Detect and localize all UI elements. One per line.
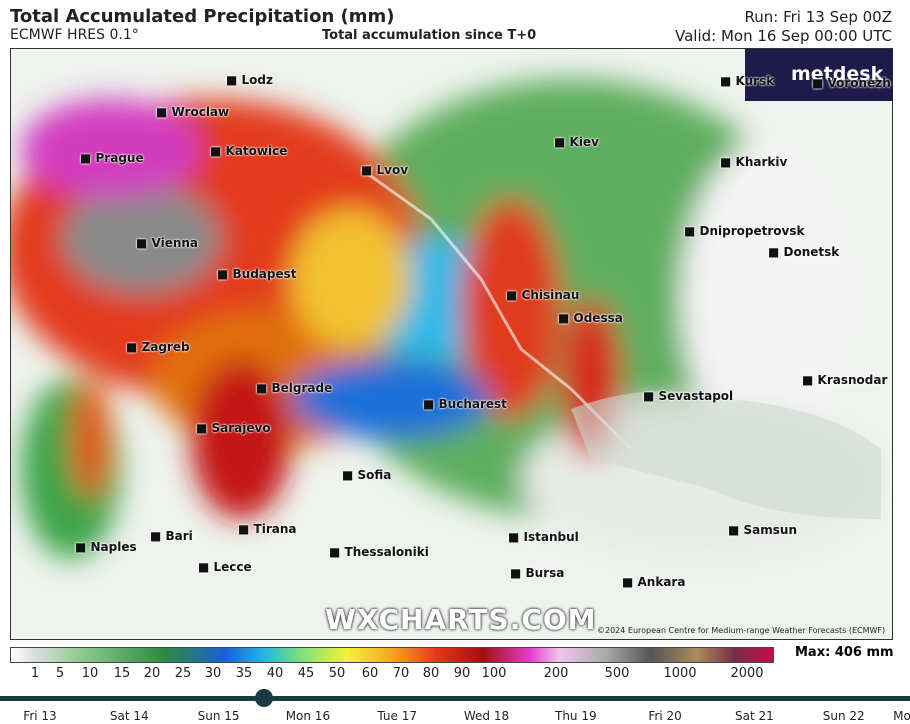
city-label: ■ Bari <box>150 529 193 543</box>
logo: metdesk <box>745 49 893 101</box>
timeline-day[interactable]: Sat 14 <box>109 709 149 723</box>
precip-map <box>10 48 893 640</box>
city-label: ■ Istanbul <box>508 530 579 544</box>
city-label: ■ Budapest <box>217 267 297 281</box>
timeline-day[interactable]: Sat 21 <box>735 709 774 723</box>
city-label: ■ Lecce <box>198 560 252 574</box>
city-label: ■ Sevastapol <box>643 389 734 403</box>
city-label: ■ Lodz <box>226 73 273 87</box>
timeline-day[interactable]: Mon 16 <box>285 709 331 723</box>
scale-tick-label: 100 <box>481 666 507 681</box>
max-value: Max: 406 mm <box>795 645 894 660</box>
timeline-day[interactable]: Sun 15 <box>197 709 240 723</box>
timeline-day[interactable]: Wed 18 <box>463 709 510 723</box>
scale-tick-label: 50 <box>328 666 346 681</box>
city-label: ■ Vienna <box>136 236 199 250</box>
timeline-day[interactable]: Fri 13 <box>23 709 57 723</box>
city-label: ■ Bucharest <box>423 397 507 411</box>
scale-tick-label: 10 <box>81 666 99 681</box>
scale-tick-label: 200 <box>543 666 569 681</box>
scale-tick-label: 1 <box>30 666 40 681</box>
valid-time: Valid: Mon 16 Sep 00:00 UTC <box>675 27 892 45</box>
timeline-day[interactable]: Tue 17 <box>377 709 417 723</box>
city-label: ■ Sofia <box>342 468 392 482</box>
city-label: ■ Voronezh <box>812 76 891 90</box>
scale-tick-label: 70 <box>392 666 410 681</box>
color-scale <box>10 647 774 663</box>
city-label: ■ Donetsk <box>768 245 840 259</box>
timeline-day[interactable]: Mo <box>893 709 910 723</box>
model: ECMWF HRES 0.1° <box>10 27 139 43</box>
scale-tick-label: 20 <box>143 666 161 681</box>
scale-tick-label: 90 <box>453 666 471 681</box>
city-label: ■ Wroclaw <box>156 105 230 119</box>
city-label: ■ Tirana <box>238 522 297 536</box>
city-label: ■ Kharkiv <box>720 155 788 169</box>
scale-tick-label: 5 <box>55 666 65 681</box>
timeline-day[interactable]: Thu 19 <box>554 709 597 723</box>
city-label: ■ Odessa <box>558 311 623 325</box>
watermark: WXCHARTS.COM <box>325 603 597 636</box>
scale-tick-label: 2000 <box>730 666 764 681</box>
copyright: ©2024 European Centre for Medium-range W… <box>597 626 886 635</box>
scale-tick-label: 500 <box>604 666 630 681</box>
city-label: ■ Zagreb <box>126 340 190 354</box>
city-label: ■ Chisinau <box>506 288 580 302</box>
scale-tick-label: 60 <box>361 666 379 681</box>
scale-tick-label: 1000 <box>663 666 697 681</box>
scale-tick-label: 40 <box>266 666 284 681</box>
timeline-day[interactable]: Fri 20 <box>648 709 682 723</box>
scale-tick-label: 25 <box>174 666 192 681</box>
city-label: ■ Kursk <box>720 74 775 88</box>
city-label: ■ Samsun <box>728 523 797 537</box>
scale-tick-label: 35 <box>235 666 253 681</box>
city-label: ■ Bursa <box>510 566 565 580</box>
scale-tick-label: 45 <box>297 666 315 681</box>
city-label: ■ Ankara <box>622 575 686 589</box>
city-label: ■ Naples <box>75 540 137 554</box>
city-label: ■ Katowice <box>210 144 288 158</box>
scale-tick-label: 30 <box>204 666 222 681</box>
city-label: ■ Krasnodar <box>802 373 888 387</box>
city-label: ■ Sarajevo <box>196 421 271 435</box>
timeline-track <box>0 696 910 701</box>
city-label: ■ Lvov <box>361 163 409 177</box>
scale-tick-label: 15 <box>113 666 131 681</box>
city-label: ■ Kiev <box>554 135 599 149</box>
subtitle: Total accumulation since T+0 <box>322 28 537 43</box>
scale-tick-label: 80 <box>422 666 440 681</box>
logo-text: metdesk <box>791 63 884 85</box>
city-label: ■ Thessaloniki <box>329 545 429 559</box>
city-label: ■ Belgrade <box>256 381 333 395</box>
run-time: Run: Fri 13 Sep 00Z <box>744 8 892 26</box>
timeline-slider[interactable] <box>255 689 273 707</box>
timeline-day[interactable]: Sun 22 <box>822 709 865 723</box>
city-label: ■ Prague <box>80 151 144 165</box>
title: Total Accumulated Precipitation (mm) <box>10 6 395 27</box>
city-label: ■ Dnipropetrovsk <box>684 224 805 238</box>
